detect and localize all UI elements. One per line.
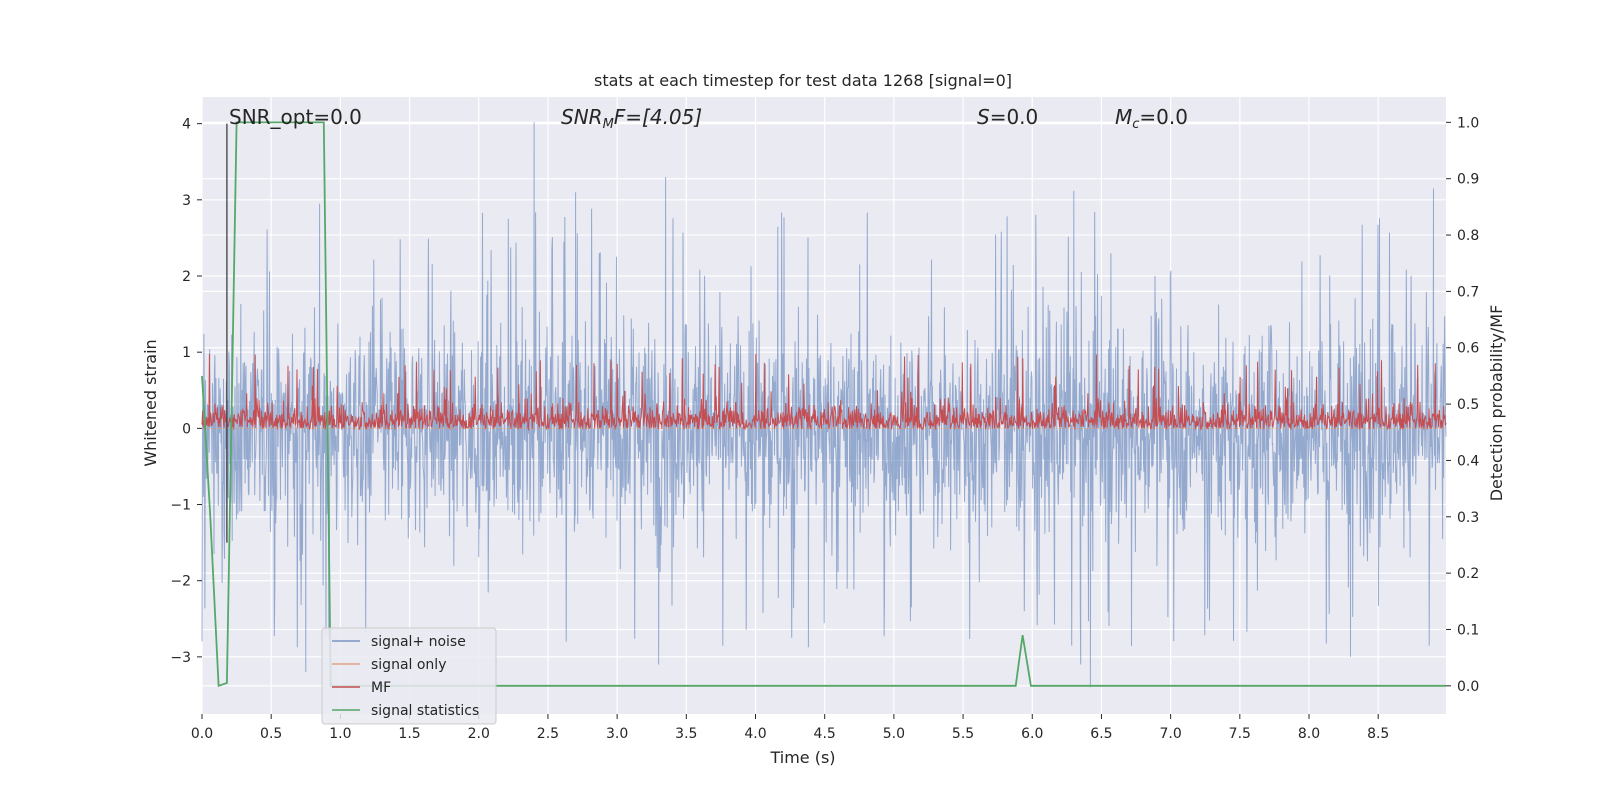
x-tick-label: 5.0 <box>883 726 905 742</box>
x-axis-label: Time (s) <box>769 748 835 767</box>
y-right-tick-label: 0.7 <box>1457 284 1479 300</box>
y-tick-label: −2 <box>170 574 191 590</box>
series-mf <box>201 353 1447 432</box>
signal-statistics-line <box>201 121 1446 688</box>
annotation-mc-sub: c <box>1132 117 1139 132</box>
y-tick-label: −1 <box>170 498 191 514</box>
legend-label-signal-only: signal only <box>371 657 446 673</box>
series-signal-noise <box>201 122 1447 688</box>
y-right-tick-label: 0.5 <box>1457 397 1479 413</box>
y-axis-label: Whitened strain <box>141 339 160 466</box>
annotation-s-rest: =0.0 <box>990 105 1039 129</box>
y-tick-label: 3 <box>182 193 191 209</box>
annotation-s: S=0.0 <box>977 105 1038 129</box>
legend-label-mf: MF <box>371 680 391 696</box>
annotation-s-base: S <box>977 105 990 129</box>
y-tick-label: 4 <box>182 117 191 133</box>
legend-label-signal-noise: signal+ noise <box>371 634 466 650</box>
x-tick-label: 7.0 <box>1159 726 1181 742</box>
y-right-tick-label: 1.0 <box>1457 115 1479 131</box>
chart-title: stats at each timestep for test data 126… <box>594 71 1012 90</box>
x-tick-label: 1.0 <box>329 726 351 742</box>
y-right-tick-label: 0.9 <box>1457 172 1479 188</box>
y-right-tick-label: 0.0 <box>1457 679 1479 695</box>
y-right-tick-label: 0.6 <box>1457 341 1479 357</box>
y-tick-label: 1 <box>182 345 191 361</box>
x-axis-ticks: 0.0 0.5 1.0 1.5 2.0 2.5 3.0 3.5 4.0 4.5 5.0 5.5 6.0 6… <box>191 714 1389 742</box>
x-tick-label: 3.5 <box>675 726 697 742</box>
x-tick-label: 4.5 <box>814 726 836 742</box>
annotation-snr-mf: SNRMF=[4.05] <box>561 105 702 132</box>
series-signal-statistics <box>201 121 1446 688</box>
legend-label-signal-statistics: signal statistics <box>371 703 479 719</box>
y-tick-label: −3 <box>170 650 191 666</box>
x-tick-label: 0.0 <box>191 726 213 742</box>
x-tick-label: 2.5 <box>537 726 559 742</box>
annotation-mc-rest: =0.0 <box>1139 105 1188 129</box>
y-right-tick-label: 0.8 <box>1457 228 1479 244</box>
annotation-snr-mf-base: SNR <box>561 105 603 129</box>
x-tick-label: 5.5 <box>952 726 974 742</box>
annotation-mc: Mc=0.0 <box>1115 105 1188 132</box>
y-right-tick-label: 0.4 <box>1457 453 1479 469</box>
annotation-snr-mf-sub: M <box>603 117 614 132</box>
mf-line <box>201 353 1447 432</box>
y-right-tick-label: 0.1 <box>1457 622 1479 638</box>
x-tick-label: 0.5 <box>260 726 282 742</box>
y-right-tick-label: 0.2 <box>1457 566 1479 582</box>
legend: signal+ noise signal only MF signal stat… <box>321 627 497 725</box>
y-right-tick-label: 0.3 <box>1457 510 1479 526</box>
plot-area <box>201 97 1447 714</box>
x-tick-label: 2.0 <box>468 726 490 742</box>
annotation-snr-opt: SNR_opt=0.0 <box>229 105 362 129</box>
x-tick-label: 7.5 <box>1229 726 1251 742</box>
x-tick-label: 6.0 <box>1021 726 1043 742</box>
y-axis-right-label: Detection probability/MF <box>1487 305 1506 502</box>
x-tick-label: 8.0 <box>1298 726 1320 742</box>
x-tick-label: 1.5 <box>398 726 420 742</box>
x-tick-label: 4.0 <box>744 726 766 742</box>
x-tick-label: 3.0 <box>606 726 628 742</box>
y-axis-right-ticks: 0.0 0.1 0.2 0.3 0.4 0.5 0.6 0.7 0.8 0.9 1.0 <box>1446 115 1479 695</box>
y-tick-label: 0 <box>182 421 191 437</box>
y-axis-ticks: −3 −2 −1 0 1 2 3 4 <box>170 117 202 666</box>
legend-box <box>321 627 497 725</box>
x-tick-label: 6.5 <box>1090 726 1112 742</box>
x-tick-label: 8.5 <box>1367 726 1389 742</box>
annotation-mc-base: M <box>1115 105 1132 129</box>
annotation-snr-mf-rest: F=[4.05] <box>614 105 702 129</box>
noise-line <box>201 122 1447 688</box>
y-tick-label: 2 <box>182 269 191 285</box>
